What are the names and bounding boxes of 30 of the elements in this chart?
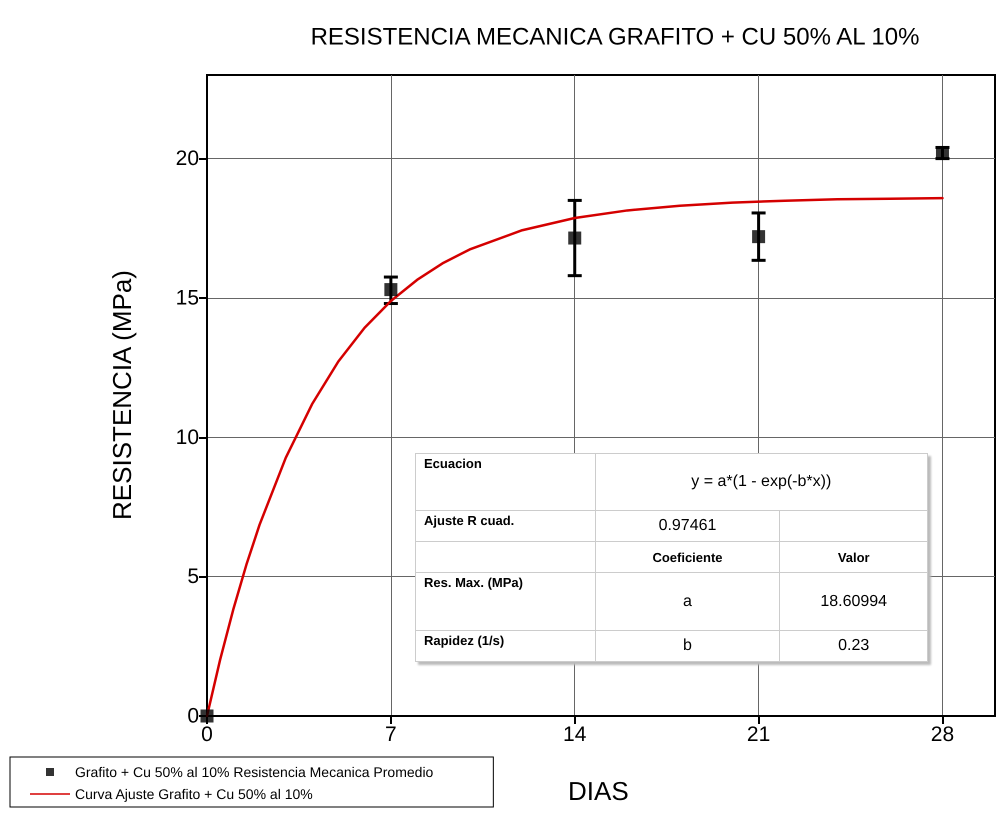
annotation: Valor: [780, 542, 928, 572]
annotation: Coeficiente: [595, 542, 780, 572]
annotation: 0.97461: [595, 510, 780, 542]
y-tick-label: 20: [176, 147, 199, 170]
annotation: b: [595, 630, 780, 662]
y-tick-label: 15: [176, 286, 199, 310]
x-tick-label: 7: [385, 723, 397, 746]
x-tick-label: 14: [563, 723, 587, 746]
annotation: y = a*(1 - exp(-b*x)): [595, 454, 928, 510]
x-axis-title: DIAS: [568, 776, 629, 806]
annotation: 18.60994: [780, 572, 928, 630]
annotation: Ecuacion: [416, 454, 596, 510]
annotation: a: [595, 572, 780, 630]
y-tick-label: 10: [176, 426, 199, 449]
y-tick-label: 0: [187, 704, 199, 728]
x-tick-label: 21: [746, 723, 770, 746]
legend-label: Curva Ajuste Grafito + Cu 50% al 10%: [75, 786, 313, 802]
y-tick-label: 5: [187, 565, 199, 588]
chart-title: RESISTENCIA MECANICA GRAFITO + CU 50% AL 10%: [310, 24, 920, 50]
legend-label: Grafito + Cu 50% al 10% Resistencia Mecanica Promedio: [75, 764, 434, 780]
point: [568, 232, 582, 245]
y-axis-title: RESISTENCIA (MPa): [107, 270, 137, 520]
annotation: Rapidez (1/s): [416, 630, 596, 662]
point: [752, 230, 766, 244]
annotation: Ajuste R cuad.: [416, 510, 596, 542]
annotation: 0.23: [780, 630, 928, 662]
point: [384, 283, 398, 296]
x-tick-label: 28: [930, 723, 954, 746]
x-tick-label: 0: [201, 723, 213, 746]
annotation: Res. Max. (MPa): [416, 572, 596, 630]
